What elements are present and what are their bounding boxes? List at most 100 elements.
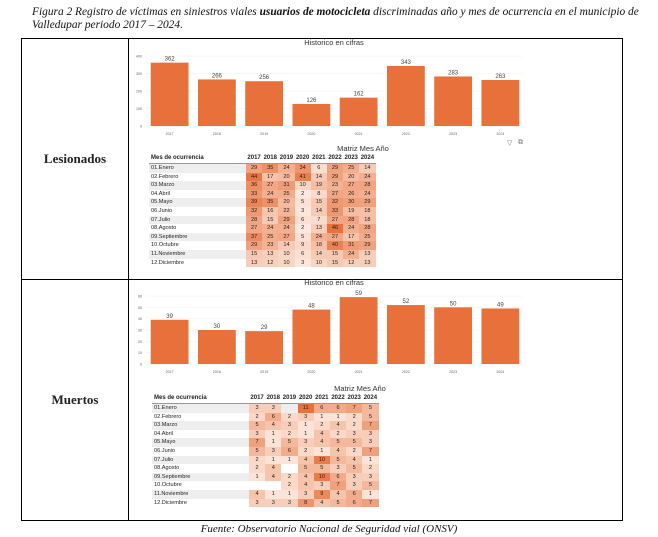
muertos-xtick-label: 2017 <box>166 370 174 374</box>
muertos-matrix-cell: 2 <box>281 481 298 490</box>
lesionados-matrix-cell: 7 <box>310 215 327 225</box>
muertos-matrix-cell: 5 <box>249 446 266 456</box>
muertos-matrix-cell: 3 <box>362 472 379 482</box>
muertos-bar[interactable] <box>197 330 236 364</box>
lesionados-matrix-cell: 24 <box>262 224 279 233</box>
muertos-ytick-label: 60 <box>138 295 142 299</box>
muertos-matrix-cell: 1 <box>281 455 298 465</box>
muertos-matrix-cell: 2 <box>346 421 363 430</box>
muertos-matrix-year-header: 2023 <box>346 393 363 404</box>
lesionados-matrix-cell: 27 <box>326 232 344 242</box>
muertos-data-label: 48 <box>308 304 315 310</box>
muertos-xtick-label: 2024 <box>496 370 504 374</box>
muertos-matrix-cell: 3 <box>362 438 379 447</box>
muertos-matrix-cell <box>281 403 298 413</box>
muertos-matrix-cell: 4 <box>329 489 347 499</box>
muertos-matrix-cell: 3 <box>297 489 314 499</box>
row-label-muertos: Muertos <box>51 392 99 407</box>
muertos-matrix-cell: 4 <box>265 472 282 482</box>
lesionados-xtick-label: 2017 <box>166 132 174 136</box>
muertos-matrix-cell: 4 <box>346 455 363 465</box>
muertos-matrix-cell: 3 <box>329 464 347 473</box>
muertos-matrix-row: 12.Diciembre 3 3 3 8 4 5 6 7 <box>152 498 379 508</box>
lesionados-bar[interactable] <box>292 103 331 126</box>
lesionados-matrix-month-label: 02.Febrero <box>149 172 246 182</box>
lesionados-matrix-cell: 27 <box>262 181 279 190</box>
muertos-matrix-cell: 4 <box>329 446 347 456</box>
muertos-bar[interactable] <box>481 308 520 364</box>
bar-chart-muertos: 60 50 40 30 20 10 0 39 2017 30 2018 29 2019 48 2020 59 2… <box>138 291 524 374</box>
muertos-matrix-month-label: 04.Abril <box>152 429 249 439</box>
lesionados-matrix-cell: 28 <box>359 224 376 233</box>
lesionados-matrix-cell: 28 <box>246 215 263 225</box>
muertos-matrix-cell: 5 <box>329 438 347 447</box>
lesionados-data-label: 266 <box>212 73 223 79</box>
muertos-matrix-cell: 4 <box>297 455 314 465</box>
muertos-bar[interactable] <box>150 319 189 364</box>
muertos-matrix-cell: 7 <box>329 481 347 490</box>
lesionados-ytick-label: 100 <box>136 107 142 111</box>
lesionados-matrix-cell: 36 <box>246 181 263 190</box>
lesionados-matrix-cell: 14 <box>278 241 295 250</box>
muertos-ytick-label: 50 <box>138 306 142 310</box>
muertos-bar[interactable] <box>386 305 425 364</box>
lesionados-matrix-cell: 17 <box>343 232 360 242</box>
muertos-matrix-cell: 1 <box>313 412 330 422</box>
lesionados-matrix-cell: 3 <box>294 206 311 216</box>
muertos-matrix-year-header: 2024 <box>362 393 379 404</box>
lesionados-matrix-cell: 3 <box>294 258 311 268</box>
muertos-matrix-year-header: 2021 <box>313 393 330 404</box>
lesionados-matrix-cell: 25 <box>343 163 360 173</box>
lesionados-matrix-cell: 5 <box>294 198 311 207</box>
lesionados-matrix-year-header: 2017 <box>246 153 263 164</box>
lesionados-matrix-month-label: 08.Agosto <box>149 224 246 233</box>
lesionados-matrix-month-label: 12.Diciembre <box>149 258 246 268</box>
matrix-title-lesionados: Matriz Mes Año <box>337 144 389 153</box>
muertos-matrix-cell: 3 <box>297 412 314 422</box>
lesionados-matrix-year-header: 2019 <box>278 153 295 164</box>
muertos-matrix-cell: 10 <box>313 472 330 482</box>
muertos-bar[interactable] <box>245 331 284 364</box>
lesionados-matrix-cell: 25 <box>278 189 295 199</box>
muertos-matrix-cell: 6 <box>265 412 282 422</box>
lesionados-bar[interactable] <box>245 81 284 126</box>
muertos-matrix-cell: 2 <box>346 446 363 456</box>
lesionados-matrix-month-label: 05.Mayo <box>149 198 246 207</box>
lesionados-bar[interactable] <box>197 79 236 126</box>
lesionados-bar[interactable] <box>434 76 473 126</box>
lesionados-matrix-cell: 27 <box>278 232 295 242</box>
muertos-data-label: 49 <box>497 302 504 308</box>
lesionados-bar[interactable] <box>481 79 520 126</box>
source-footer: Fuente: Observatorio Nacional de Segurid… <box>200 523 458 535</box>
muertos-data-label: 52 <box>403 299 410 305</box>
muertos-data-label: 50 <box>450 301 457 307</box>
muertos-matrix-cell: 6 <box>281 446 298 456</box>
lesionados-matrix-row: 10.Octubre 29 23 14 9 18 40 31 29 <box>149 241 376 250</box>
row-divider <box>22 279 622 280</box>
muertos-matrix-header-label: Mes de ocurrencia <box>152 393 249 404</box>
lesionados-matrix-cell: 33 <box>246 189 263 199</box>
muertos-matrix-cell: 3 <box>281 498 298 508</box>
muertos-matrix-cell: 5 <box>329 498 347 508</box>
muertos-matrix-cell: 1 <box>265 438 282 447</box>
lesionados-matrix-cell: 10 <box>310 258 327 268</box>
lesionados-bar[interactable] <box>150 62 189 126</box>
muertos-matrix-row: 07.Julio 2 1 1 4 10 5 4 1 <box>152 455 379 465</box>
muertos-matrix-cell: 2 <box>313 421 330 430</box>
lesionados-matrix-cell: 13 <box>262 249 279 259</box>
muertos-bar[interactable] <box>339 297 378 364</box>
lesionados-data-label: 256 <box>259 75 270 81</box>
filter-icon[interactable]: ▽ <box>507 140 513 147</box>
muertos-matrix-cell: 6 <box>329 472 347 482</box>
muertos-bar[interactable] <box>434 307 473 364</box>
lesionados-matrix-cell: 10 <box>278 258 295 268</box>
muertos-matrix-month-label: 12.Diciembre <box>152 498 249 508</box>
expand-icon[interactable]: ⧉ <box>518 139 523 146</box>
muertos-bar[interactable] <box>292 309 331 364</box>
lesionados-bar[interactable] <box>339 97 378 126</box>
muertos-matrix-cell: 1 <box>297 421 314 430</box>
muertos-matrix-year-header: 2022 <box>329 393 347 404</box>
lesionados-matrix-row: 05.Mayo 39 35 20 5 15 32 30 29 <box>149 198 376 207</box>
lesionados-matrix-row: 12.Diciembre 13 12 10 3 10 15 12 13 <box>149 258 376 268</box>
lesionados-bar[interactable] <box>386 65 425 126</box>
